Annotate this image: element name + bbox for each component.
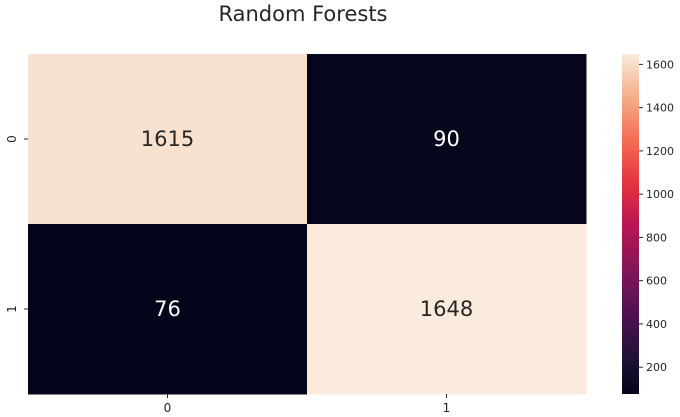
- y-tick-label: 1: [5, 305, 19, 313]
- y-axis-ticks: 01: [5, 135, 28, 313]
- colorbar-tick-label: 800: [646, 231, 667, 244]
- colorbar-tick-label: 1000: [646, 188, 674, 201]
- heatmap-cell: [307, 54, 587, 225]
- heatmap-cell: [28, 224, 308, 395]
- colorbar-tick-label: 1600: [646, 58, 674, 71]
- heatmap-cell-value: 76: [154, 297, 181, 321]
- colorbar-tick-label: 600: [646, 275, 667, 288]
- heatmap-cell-labels: 1615 90 76 1648: [141, 127, 473, 321]
- heatmap-cell-value: 1648: [420, 297, 473, 321]
- colorbar-tick-label: 1400: [646, 102, 674, 115]
- colorbar-ticks: 200 400 600 800 1000 1200 1400 1600: [639, 58, 674, 374]
- x-tick-label: 1: [443, 401, 451, 415]
- heatmap-cell: [307, 224, 587, 395]
- heatmap-cells: [28, 54, 587, 395]
- colorbar-tick-label: 400: [646, 318, 667, 331]
- colorbar-tick-label: 200: [646, 361, 667, 374]
- heatmap-cell: [28, 54, 308, 225]
- heatmap-cell-value: 90: [433, 127, 460, 151]
- colorbar-tick-label: 1200: [646, 145, 674, 158]
- colorbar: 200 400 600 800 1000 1200 1400 1600: [622, 54, 674, 394]
- y-tick-label: 0: [5, 135, 19, 143]
- x-tick-label: 0: [164, 401, 172, 415]
- chart-title: Random Forests: [218, 2, 387, 26]
- colorbar-gradient: [622, 54, 639, 394]
- heatmap-cell-value: 1615: [141, 127, 194, 151]
